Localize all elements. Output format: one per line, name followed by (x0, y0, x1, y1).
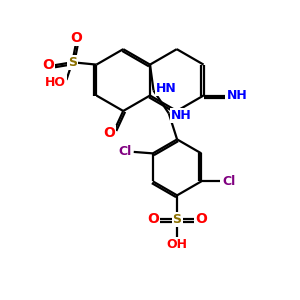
Text: O: O (42, 58, 54, 72)
Text: NH: NH (226, 89, 247, 102)
Text: HN: HN (155, 82, 176, 95)
Text: S: S (172, 213, 182, 226)
Text: NH: NH (171, 109, 192, 122)
Text: Cl: Cl (119, 146, 132, 158)
Text: O: O (70, 31, 82, 44)
Text: S: S (68, 56, 77, 69)
Text: O: O (147, 212, 159, 226)
Text: O: O (195, 212, 207, 226)
Text: Cl: Cl (222, 175, 235, 188)
Text: OH: OH (167, 238, 188, 251)
Text: HO: HO (45, 76, 66, 89)
Text: O: O (103, 126, 115, 140)
